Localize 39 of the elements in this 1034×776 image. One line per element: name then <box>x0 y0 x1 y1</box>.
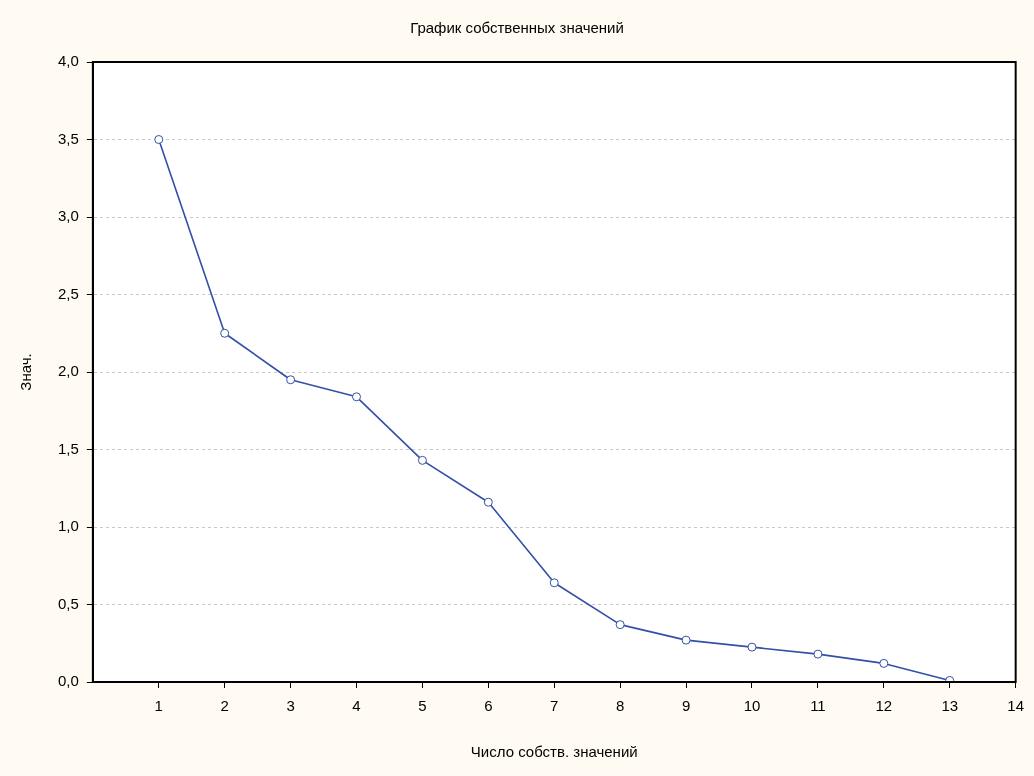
x-tick-label: 13 <box>941 697 959 715</box>
y-axis-title: Знач. <box>17 353 35 391</box>
point <box>813 649 823 659</box>
x-axis-title: Число собств. значений <box>470 743 638 761</box>
x-tick-label: 9 <box>681 697 691 715</box>
y-tick-label: 3,5 <box>57 129 79 147</box>
y-tick-label: 0,5 <box>57 594 79 612</box>
point <box>615 620 625 630</box>
x-tick-label: 3 <box>286 697 295 715</box>
x-tick-label: 7 <box>550 697 559 715</box>
point <box>352 392 362 402</box>
x-tick-label: 12 <box>875 697 893 715</box>
point <box>154 135 164 144</box>
y-tick-label: 1,5 <box>57 439 79 457</box>
x-tick-label: 6 <box>484 697 493 715</box>
point <box>483 497 493 507</box>
y-tick-label: 3,0 <box>57 207 79 225</box>
y-tick-label: 1,0 <box>57 517 79 535</box>
point <box>747 642 757 652</box>
x-tick-label: 2 <box>220 697 229 715</box>
x-tick-label: 10 <box>743 697 761 715</box>
x-tick-label: 8 <box>616 697 625 715</box>
y-tick-label: 0,0 <box>57 672 79 690</box>
chart-title: График собственных значений <box>410 19 624 37</box>
y-tick-label: 2,5 <box>57 284 79 302</box>
point <box>879 658 889 668</box>
x-tick-label: 5 <box>418 697 427 715</box>
point <box>286 375 296 385</box>
x-tick-label: 11 <box>810 697 826 715</box>
y-tick-label: 4,0 <box>57 52 79 70</box>
point <box>220 328 230 338</box>
point <box>681 635 691 645</box>
point <box>945 675 955 682</box>
point <box>549 578 559 588</box>
y-tick-label: 2,0 <box>57 362 79 380</box>
point <box>417 455 427 465</box>
x-tick-label: 4 <box>352 697 361 715</box>
x-tick-label: 14 <box>1007 697 1024 715</box>
x-tick-label: 1 <box>154 697 163 715</box>
